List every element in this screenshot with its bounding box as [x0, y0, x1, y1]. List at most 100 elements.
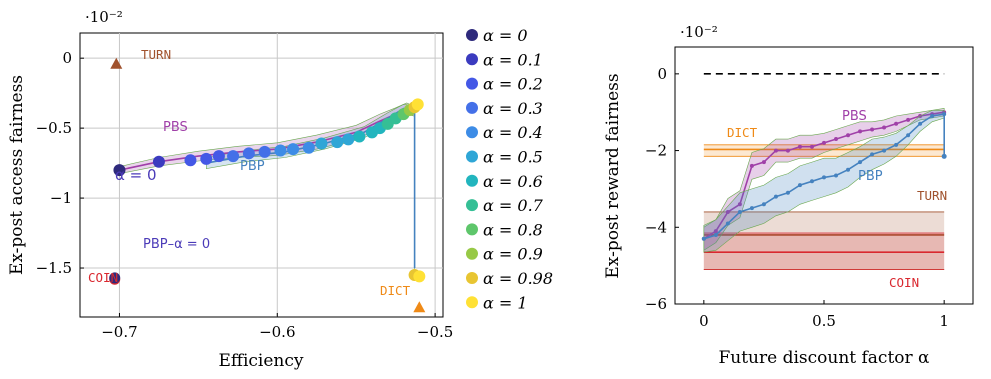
right-y-tick-label: −2: [645, 142, 667, 160]
right-point-pbp: [846, 167, 851, 172]
right-point-pbs: [822, 140, 826, 145]
label-dict: DICT: [380, 283, 411, 298]
right-point-pbp: [834, 173, 839, 178]
legend-label-0.3: α = 0.3: [483, 99, 543, 118]
label-turn: TURN: [141, 47, 171, 62]
right-point-pbp: [773, 194, 778, 199]
right-point-pbs: [761, 160, 766, 165]
left-point: [200, 152, 213, 165]
right-x-tick-label: 0.5: [812, 312, 836, 330]
left-y-multiplier: ·10⁻²: [85, 8, 123, 26]
right-y-tick-label: 0: [657, 65, 667, 83]
right-point-pbp: [822, 175, 826, 180]
legend-label-1: α = 1: [483, 293, 528, 312]
right-point-pbp: [725, 221, 730, 226]
right-point-pbs: [894, 121, 899, 126]
legend-marker-0.5: [466, 150, 478, 163]
legend-marker-0.9: [466, 247, 478, 260]
marker-triangle: [413, 301, 426, 313]
left-point: [302, 141, 315, 154]
right-point-pbs: [725, 209, 730, 214]
right-point-pbp: [785, 190, 790, 195]
label-pbp-alpha0: PBP–α = 0: [143, 237, 210, 252]
right-point-pbs: [846, 133, 851, 138]
legend-marker-0.7: [466, 199, 478, 212]
left-y-tick-label: −1: [50, 189, 72, 207]
right-point-pbp: [749, 206, 754, 211]
left-point: [258, 145, 271, 158]
label-pbp-right: PBP: [858, 169, 883, 184]
right-point-pbs: [749, 163, 754, 168]
left-point: [413, 270, 426, 283]
label-pbs-left: PBS: [163, 120, 188, 135]
left-point: [184, 154, 197, 167]
left-points: [113, 98, 426, 283]
left-ticks: −0.7 −0.6 −0.5 0 −0.5 −1 −1.5: [36, 49, 454, 341]
legend-marker-0.4: [466, 126, 478, 139]
legend-marker-0: [466, 29, 478, 41]
right-point-pbp: [906, 133, 911, 138]
right-point-pbs: [906, 117, 911, 122]
left-y-axis-label: Ex-post access fairness: [7, 75, 27, 275]
right-band-dict: [703, 144, 945, 157]
left-point: [274, 144, 287, 157]
left-x-tick-label: −0.5: [417, 323, 453, 341]
legend-label-0.6: α = 0.6: [483, 172, 543, 191]
left-markers: [109, 57, 426, 313]
label-coin-right: COIN: [889, 275, 919, 290]
right-point-pbp: [918, 121, 923, 126]
right-point-pbs: [809, 144, 814, 149]
left-band-pbp: [206, 103, 415, 271]
legend-marker-0.6: [466, 174, 478, 187]
right-x-tick-label: 0: [699, 312, 709, 330]
legend: α = 0 α = 0.1 α = 0.2 α = 0.3 α = 0.4 α = 0.5…: [466, 26, 553, 312]
right-chart: 0 0.5 1 0 −2 −4 −6 ·10⁻² Future discount facto…: [603, 23, 974, 368]
left-point: [331, 136, 344, 149]
right-point-pbs: [797, 144, 802, 149]
label-pbs-right: PBS: [842, 109, 867, 124]
marker-triangle: [110, 57, 123, 69]
right-y-tick-label: −4: [645, 218, 667, 236]
right-point-pbp: [797, 183, 802, 188]
left-y-tick-label: −1.5: [36, 259, 72, 277]
right-point-pbp: [737, 209, 742, 214]
left-point: [242, 147, 255, 160]
label-pbp-left: PBP: [240, 159, 265, 174]
left-y-tick-label: −0.5: [36, 119, 72, 137]
right-point-pbp: [713, 232, 718, 237]
right-x-axis-label: Future discount factor α: [718, 348, 930, 368]
left-point: [287, 143, 300, 156]
legend-label-0.5: α = 0.5: [483, 148, 543, 167]
right-point-pbs: [834, 137, 839, 142]
legend-label-0.8: α = 0.8: [483, 220, 543, 239]
right-point-pbs: [882, 125, 887, 130]
left-y-tick-label: 0: [62, 49, 72, 67]
left-x-tick-label: −0.7: [101, 323, 137, 341]
left-point: [353, 130, 366, 143]
left-point: [212, 150, 225, 163]
right-x-tick-label: 1: [939, 312, 949, 330]
right-point-pbp: [882, 148, 887, 153]
right-bands: [703, 144, 945, 270]
right-point-pbp: [930, 114, 935, 119]
left-point: [342, 133, 355, 146]
label-alpha0: α = 0: [115, 166, 157, 184]
right-point-pbp: [858, 160, 863, 165]
left-x-tick-label: −0.6: [259, 323, 295, 341]
right-band-coin: [703, 233, 945, 270]
legend-marker-0.8: [466, 223, 478, 236]
legend-label-0.9: α = 0.9: [483, 245, 543, 264]
legend-marker-0.1: [466, 53, 478, 66]
left-point: [113, 164, 126, 177]
legend-label-0.2: α = 0.2: [483, 75, 543, 94]
right-point-pbp: [870, 152, 875, 157]
label-coin: COIN: [88, 270, 118, 285]
right-y-tick-label: −6: [645, 295, 667, 313]
left-point: [315, 137, 328, 150]
right-point-pbs: [737, 202, 742, 207]
left-point: [152, 155, 165, 168]
right-y-multiplier: ·10⁻²: [680, 23, 718, 41]
left-chart: −0.7 −0.6 −0.5 0 −0.5 −1 −1.5 ·10⁻² Efficiency…: [7, 8, 453, 371]
right-point-pbs: [785, 148, 790, 153]
left-plot-area: [79, 32, 444, 318]
